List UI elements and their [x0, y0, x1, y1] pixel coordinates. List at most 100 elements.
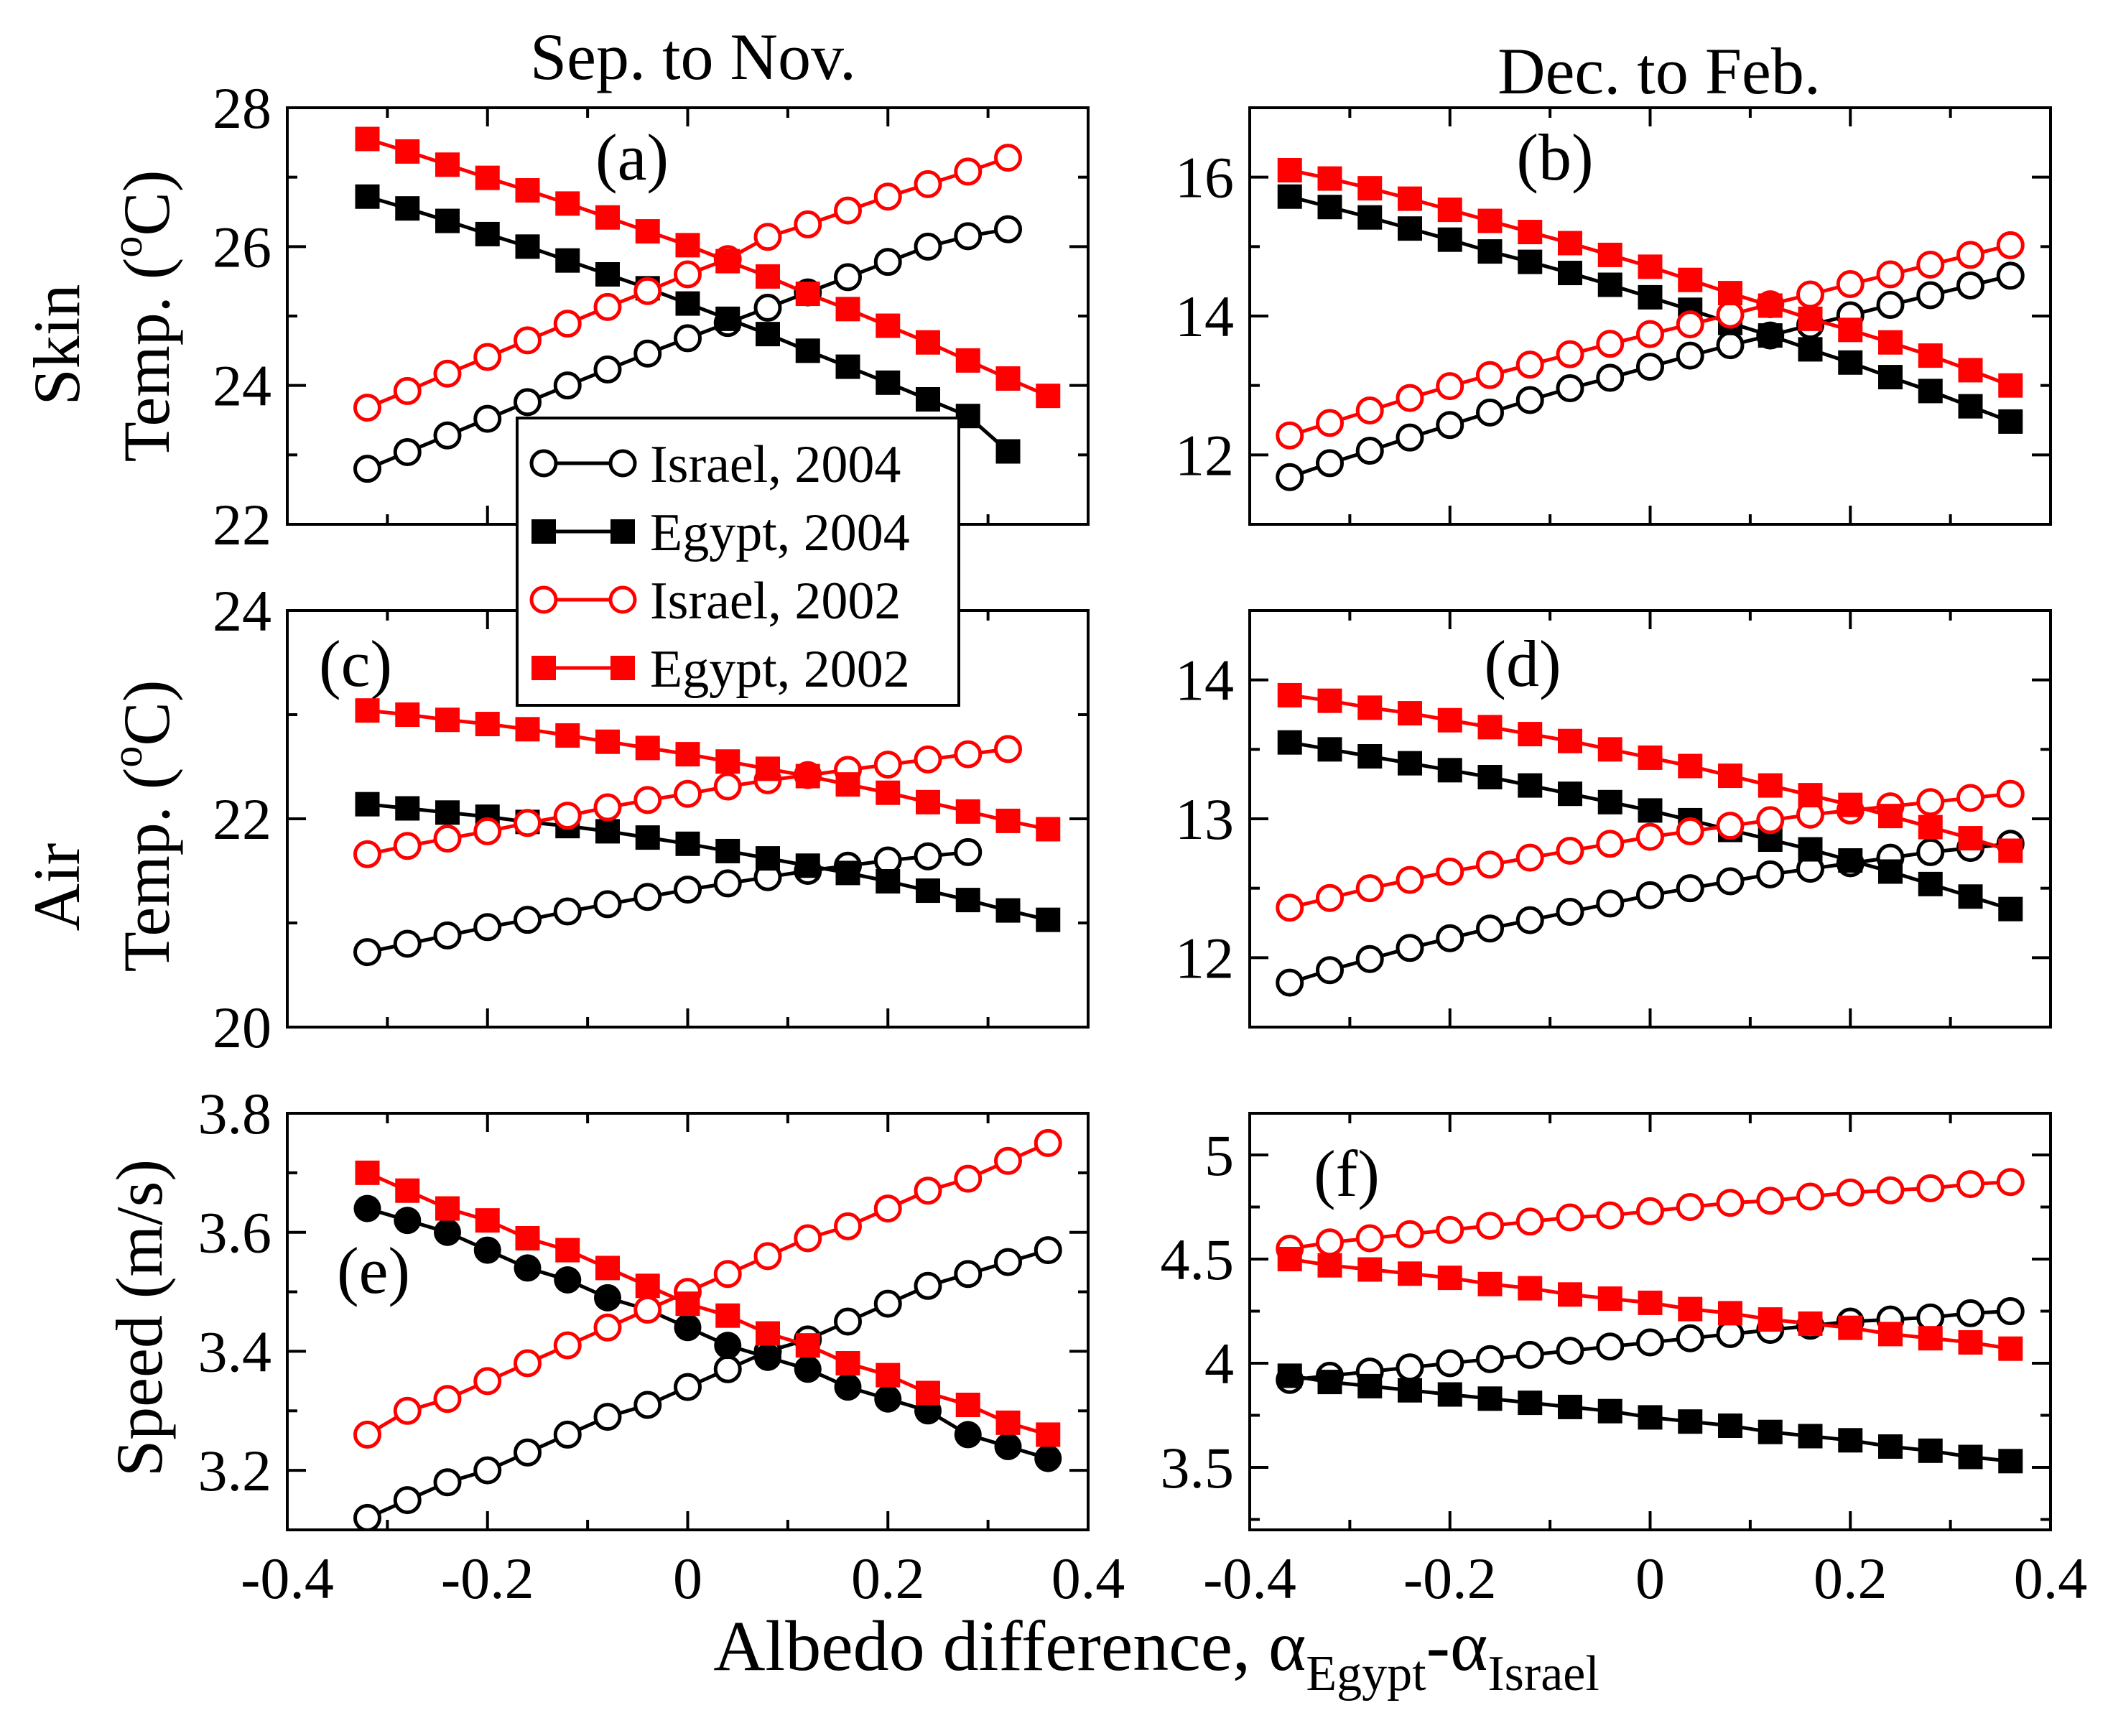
legend-marker	[529, 585, 558, 614]
series-0	[1276, 830, 2025, 997]
data-point	[1277, 158, 1302, 182]
data-point	[433, 359, 462, 388]
data-point	[473, 343, 502, 371]
data-point	[1798, 837, 1823, 862]
data-point	[834, 1373, 862, 1401]
y-tick-label: 24	[213, 353, 271, 419]
data-point	[1998, 896, 2023, 922]
y-tick-label: 12	[1175, 422, 1234, 488]
data-point	[1317, 166, 1342, 191]
data-point	[1958, 394, 1983, 419]
x-tick-label: 0	[1635, 1546, 1665, 1611]
data-point	[873, 248, 902, 277]
data-point	[1277, 730, 1302, 755]
data-point	[1596, 830, 1625, 858]
data-point	[1398, 1378, 1422, 1403]
data-point	[1277, 184, 1302, 209]
data-point	[1515, 351, 1544, 379]
x-tick-label: -0.2	[1403, 1546, 1497, 1611]
data-point	[1796, 1182, 1824, 1211]
legend-marker	[608, 449, 637, 478]
data-point	[433, 921, 462, 950]
data-point	[954, 222, 983, 251]
data-point	[514, 1349, 542, 1378]
data-point	[1756, 806, 1785, 835]
data-point	[355, 1160, 380, 1185]
data-point	[1357, 1257, 1383, 1282]
data-point	[756, 1321, 780, 1346]
data-point	[1437, 758, 1462, 783]
series-line	[366, 850, 969, 955]
data-point	[675, 233, 700, 258]
data-point	[1876, 1176, 1905, 1204]
data-point	[1638, 1405, 1663, 1430]
data-point	[914, 842, 942, 871]
data-point	[1796, 280, 1824, 309]
data-point	[633, 1391, 662, 1419]
data-point	[1556, 898, 1584, 927]
y-tick-label: 4	[1204, 1331, 1234, 1396]
data-point	[1518, 1276, 1543, 1301]
data-point	[1716, 812, 1745, 840]
data-point	[1436, 1349, 1464, 1378]
data-point	[393, 1396, 422, 1425]
data-point	[1756, 860, 1785, 888]
data-point	[593, 292, 622, 321]
data-point	[355, 184, 380, 209]
y-tick-label: 16	[1175, 145, 1234, 210]
data-point	[1396, 423, 1424, 452]
column-title-left: Sep. to Nov.	[530, 20, 856, 93]
data-point	[1276, 968, 1304, 997]
data-point	[514, 326, 542, 355]
data-point	[916, 789, 940, 814]
data-point	[713, 1260, 742, 1289]
data-point	[555, 1238, 580, 1263]
y-tick-label: 22	[213, 786, 271, 852]
data-point	[1916, 281, 1945, 310]
data-point	[1638, 1290, 1663, 1315]
legend-marker	[608, 585, 637, 614]
data-point	[435, 208, 460, 233]
data-point	[473, 1367, 502, 1396]
data-point	[715, 249, 740, 274]
data-point	[1596, 363, 1625, 392]
data-point	[1316, 1228, 1344, 1257]
data-point	[1798, 306, 1823, 331]
data-point	[1998, 373, 2023, 398]
data-point	[475, 221, 500, 246]
data-point	[675, 1291, 700, 1317]
data-point	[1316, 883, 1344, 912]
data-point	[873, 751, 902, 779]
data-point	[1758, 293, 1783, 318]
data-point	[914, 1176, 942, 1205]
data-point	[433, 1385, 462, 1414]
panel-1: 12 14 16 (b)	[1175, 106, 2052, 526]
data-point	[715, 1303, 740, 1328]
data-point	[1798, 783, 1823, 808]
data-point	[1034, 1236, 1062, 1265]
data-point	[916, 387, 940, 412]
data-point	[393, 1486, 422, 1515]
y-tick-label: 3.4	[198, 1319, 272, 1384]
data-point	[1355, 396, 1384, 424]
data-point	[1596, 889, 1625, 918]
data-point	[355, 126, 380, 152]
data-point	[393, 437, 422, 466]
data-point	[994, 1248, 1022, 1276]
data-point	[593, 1403, 622, 1431]
data-point	[353, 938, 381, 967]
data-point	[1596, 1332, 1625, 1361]
x-tick-label: -0.4	[241, 1546, 334, 1611]
data-point	[1956, 1299, 1984, 1327]
data-point	[553, 310, 582, 338]
data-point	[1838, 792, 1863, 817]
series-3	[1277, 682, 2023, 863]
panels: 22 24 26 28 (a) 12 14 16 (b) 20 22 24 (c) 12 13 14 (d) -0…	[198, 75, 2088, 1611]
data-point	[1678, 1409, 1703, 1434]
data-point	[1317, 1253, 1342, 1278]
data-point	[1958, 826, 1983, 851]
legend-label: Egypt, 2004	[650, 503, 910, 562]
data-point	[834, 263, 862, 292]
data-point	[1597, 1286, 1622, 1312]
